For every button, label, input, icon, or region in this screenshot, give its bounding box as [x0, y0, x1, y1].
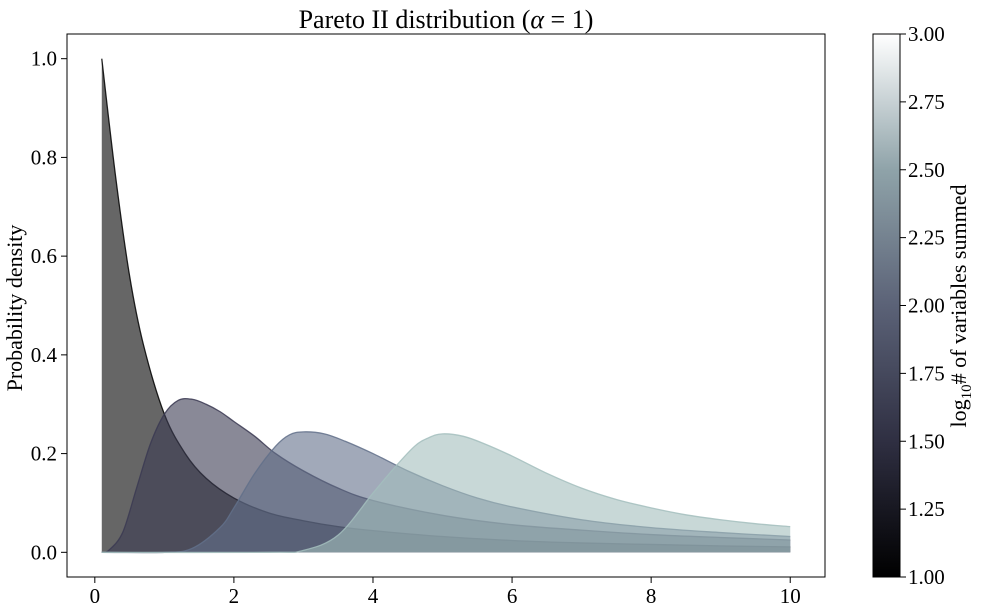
y-tick-label: 0.6: [31, 244, 57, 268]
series-4-line: [101, 433, 791, 554]
colorbar-ticks: 1.00 1.25 1.50 1.75 2.00 2.25 2.50 2.75 3.00: [900, 22, 945, 589]
y-tick-label: 0.2: [31, 442, 57, 466]
colorbar-tick-label: 2.25: [908, 226, 945, 250]
x-tick-label: 8: [646, 584, 657, 608]
x-tick-label: 0: [90, 584, 101, 608]
plot-area: 0 2 4 6 8 10 0.0 0.2 0.4 0.6 0.8 1.0: [31, 33, 826, 608]
colorbar-gradient: [872, 33, 901, 578]
x-tick-label: 4: [368, 584, 379, 608]
colorbar-tick-label: 1.50: [908, 429, 945, 453]
series-layer: [101, 58, 791, 554]
y-tick-label: 0.8: [31, 145, 57, 169]
colorbar-tick-label: 2.00: [908, 294, 945, 318]
colorbar-tick-label: 1.00: [908, 565, 945, 589]
colorbar-label: log10# of variables summed: [946, 185, 975, 428]
colorbar-tick-label: 2.50: [908, 158, 945, 182]
chart-title: Pareto II distribution (α = 1): [299, 5, 594, 34]
colorbar-tick-label: 1.25: [908, 497, 945, 521]
colorbar-tick-label: 1.75: [908, 361, 945, 385]
y-tick-label: 1.0: [31, 47, 57, 71]
y-tick-label: 0.4: [31, 343, 58, 367]
y-axis: 0.0 0.2 0.4 0.6 0.8 1.0: [31, 47, 67, 564]
colorbar: 1.00 1.25 1.50 1.75 2.00 2.25 2.50 2.75 3.00 log…: [872, 22, 975, 589]
y-axis-label: Probability density: [2, 225, 27, 392]
x-axis: 0 2 4 6 8 10: [90, 577, 801, 608]
plot-frame: [66, 33, 826, 578]
x-tick-label: 6: [507, 584, 518, 608]
colorbar-tick-label: 3.00: [908, 22, 945, 46]
x-tick-label: 2: [229, 584, 240, 608]
y-tick-label: 0.0: [31, 540, 57, 564]
colorbar-tick-label: 2.75: [908, 90, 945, 114]
x-tick-label: 10: [780, 584, 801, 608]
series-4-area: [101, 433, 791, 553]
